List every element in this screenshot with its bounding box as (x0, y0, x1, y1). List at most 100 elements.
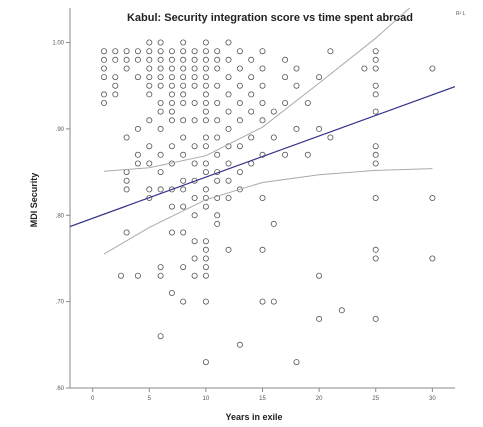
data-point (168, 48, 175, 55)
data-point (282, 74, 289, 81)
data-point (202, 48, 209, 55)
data-point (123, 177, 130, 184)
data-point (202, 160, 209, 167)
data-point (180, 134, 187, 141)
data-point (202, 246, 209, 253)
data-point (225, 160, 232, 167)
data-point (180, 117, 187, 124)
data-point (146, 186, 153, 193)
data-point (236, 48, 243, 55)
data-point (248, 134, 255, 141)
data-point (168, 143, 175, 150)
data-point (293, 65, 300, 72)
data-point (372, 82, 379, 89)
data-point (202, 65, 209, 72)
data-point (214, 82, 221, 89)
data-point (146, 74, 153, 81)
data-point (202, 117, 209, 124)
data-point (134, 272, 141, 279)
data-point (202, 194, 209, 201)
data-point (202, 100, 209, 107)
data-point (191, 255, 198, 262)
data-point (202, 298, 209, 305)
data-point (282, 56, 289, 63)
data-point (134, 160, 141, 167)
data-point (191, 272, 198, 279)
data-point (101, 91, 108, 98)
data-point (304, 151, 311, 158)
data-point (214, 100, 221, 107)
data-point (225, 125, 232, 132)
data-point (157, 65, 164, 72)
data-point (214, 56, 221, 63)
data-point (202, 359, 209, 366)
data-point (191, 65, 198, 72)
data-point (225, 39, 232, 46)
r-squared-label: R² L (456, 11, 466, 17)
data-point (361, 65, 368, 72)
data-point (191, 160, 198, 167)
data-point (180, 91, 187, 98)
data-point (236, 65, 243, 72)
data-point (191, 48, 198, 55)
data-point (168, 65, 175, 72)
data-point (372, 246, 379, 253)
data-point (157, 125, 164, 132)
data-point (112, 56, 119, 63)
data-point (202, 82, 209, 89)
data-point (134, 56, 141, 63)
data-point (259, 246, 266, 253)
ci-upper-curve (103, 8, 411, 172)
data-point (270, 108, 277, 115)
data-point (123, 186, 130, 193)
data-point (293, 359, 300, 366)
data-point (327, 48, 334, 55)
y-tick-label: .70 (56, 300, 65, 306)
data-point (372, 255, 379, 262)
data-point (146, 48, 153, 55)
data-point (214, 65, 221, 72)
data-point (180, 186, 187, 193)
data-point (191, 194, 198, 201)
data-point (180, 56, 187, 63)
y-tick-label: .90 (56, 127, 65, 133)
data-point (282, 151, 289, 158)
y-axis-title: MDI Security (29, 173, 39, 228)
data-point (112, 82, 119, 89)
data-point (372, 315, 379, 322)
data-point (214, 48, 221, 55)
data-point (225, 108, 232, 115)
data-point (372, 48, 379, 55)
data-point (180, 264, 187, 271)
x-tick-label: 10 (203, 396, 210, 402)
data-point (123, 48, 130, 55)
data-point (214, 151, 221, 158)
data-point (202, 56, 209, 63)
data-point (214, 177, 221, 184)
data-point (180, 151, 187, 158)
data-point (191, 117, 198, 124)
data-point (157, 169, 164, 176)
data-point (134, 74, 141, 81)
data-point (236, 341, 243, 348)
data-point (202, 186, 209, 193)
ci-lower-curve (103, 168, 433, 255)
data-point (236, 117, 243, 124)
x-tick-label: 30 (429, 396, 436, 402)
data-point (214, 134, 221, 141)
data-point (293, 125, 300, 132)
y-tick-label: .60 (56, 386, 65, 392)
data-point (259, 298, 266, 305)
data-point (191, 212, 198, 219)
data-point (168, 186, 175, 193)
data-point (372, 194, 379, 201)
data-point (429, 194, 436, 201)
data-point (259, 117, 266, 124)
y-tick-label: 1.00 (52, 41, 64, 47)
data-point (202, 203, 209, 210)
data-point (338, 307, 345, 314)
data-point (168, 56, 175, 63)
data-point (134, 125, 141, 132)
